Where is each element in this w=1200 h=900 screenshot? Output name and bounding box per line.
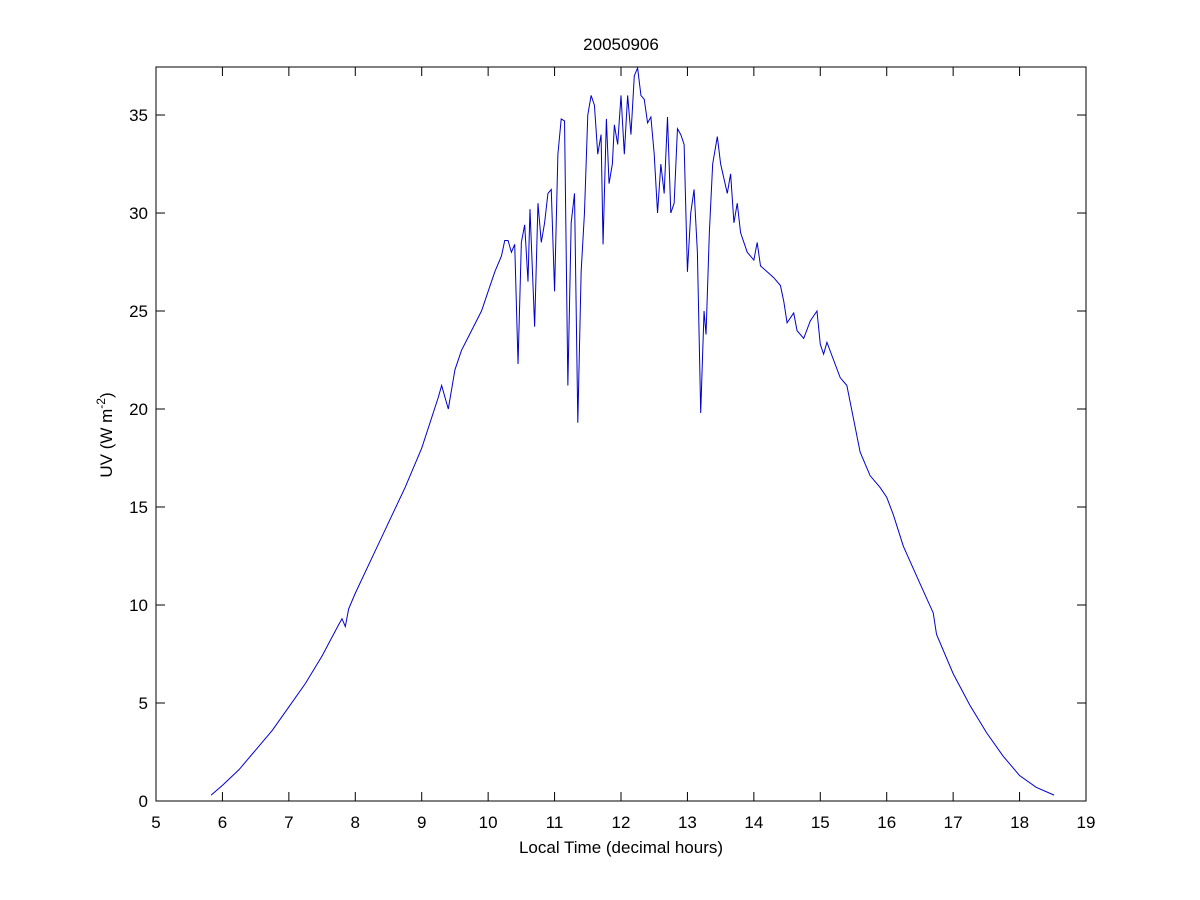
x-tick-label: 15 <box>811 813 830 832</box>
x-tick-label: 10 <box>479 813 498 832</box>
x-tick-label: 11 <box>546 813 564 832</box>
x-tick-label: 5 <box>151 813 160 832</box>
x-tick-label: 17 <box>944 813 963 832</box>
x-tick-label: 19 <box>1077 813 1096 832</box>
y-axis-label: UV (W m-2) <box>94 392 116 477</box>
y-axis-label-text: UV (W m <box>97 409 116 478</box>
y-tick-label: 0 <box>139 792 148 811</box>
data-line <box>210 66 1055 796</box>
y-tick-label: 15 <box>129 498 148 517</box>
x-tick-label: 14 <box>744 813 763 832</box>
x-tick-label: 12 <box>612 813 631 832</box>
x-tick-label: 6 <box>218 813 227 832</box>
x-axis-label: Local Time (decimal hours) <box>519 838 723 857</box>
y-tick-label: 30 <box>129 204 148 223</box>
y-tick-label: 35 <box>129 106 148 125</box>
x-tick-label: 18 <box>1010 813 1029 832</box>
y-axis-label-superscript: -2 <box>94 398 108 409</box>
x-tick-label: 8 <box>351 813 360 832</box>
y-tick-label: 25 <box>129 302 148 321</box>
y-tick-label: 5 <box>139 694 148 713</box>
plot-area <box>155 66 1087 802</box>
x-tick-label: 7 <box>284 813 293 832</box>
chart-title: 20050906 <box>583 35 659 54</box>
y-tick-label: 20 <box>129 400 148 419</box>
y-tick-label: 10 <box>129 596 148 615</box>
x-tick-label: 16 <box>877 813 896 832</box>
x-tick-label: 9 <box>417 813 426 832</box>
x-tick-label: 13 <box>678 813 697 832</box>
y-axis-label-suffix: ) <box>97 392 116 398</box>
